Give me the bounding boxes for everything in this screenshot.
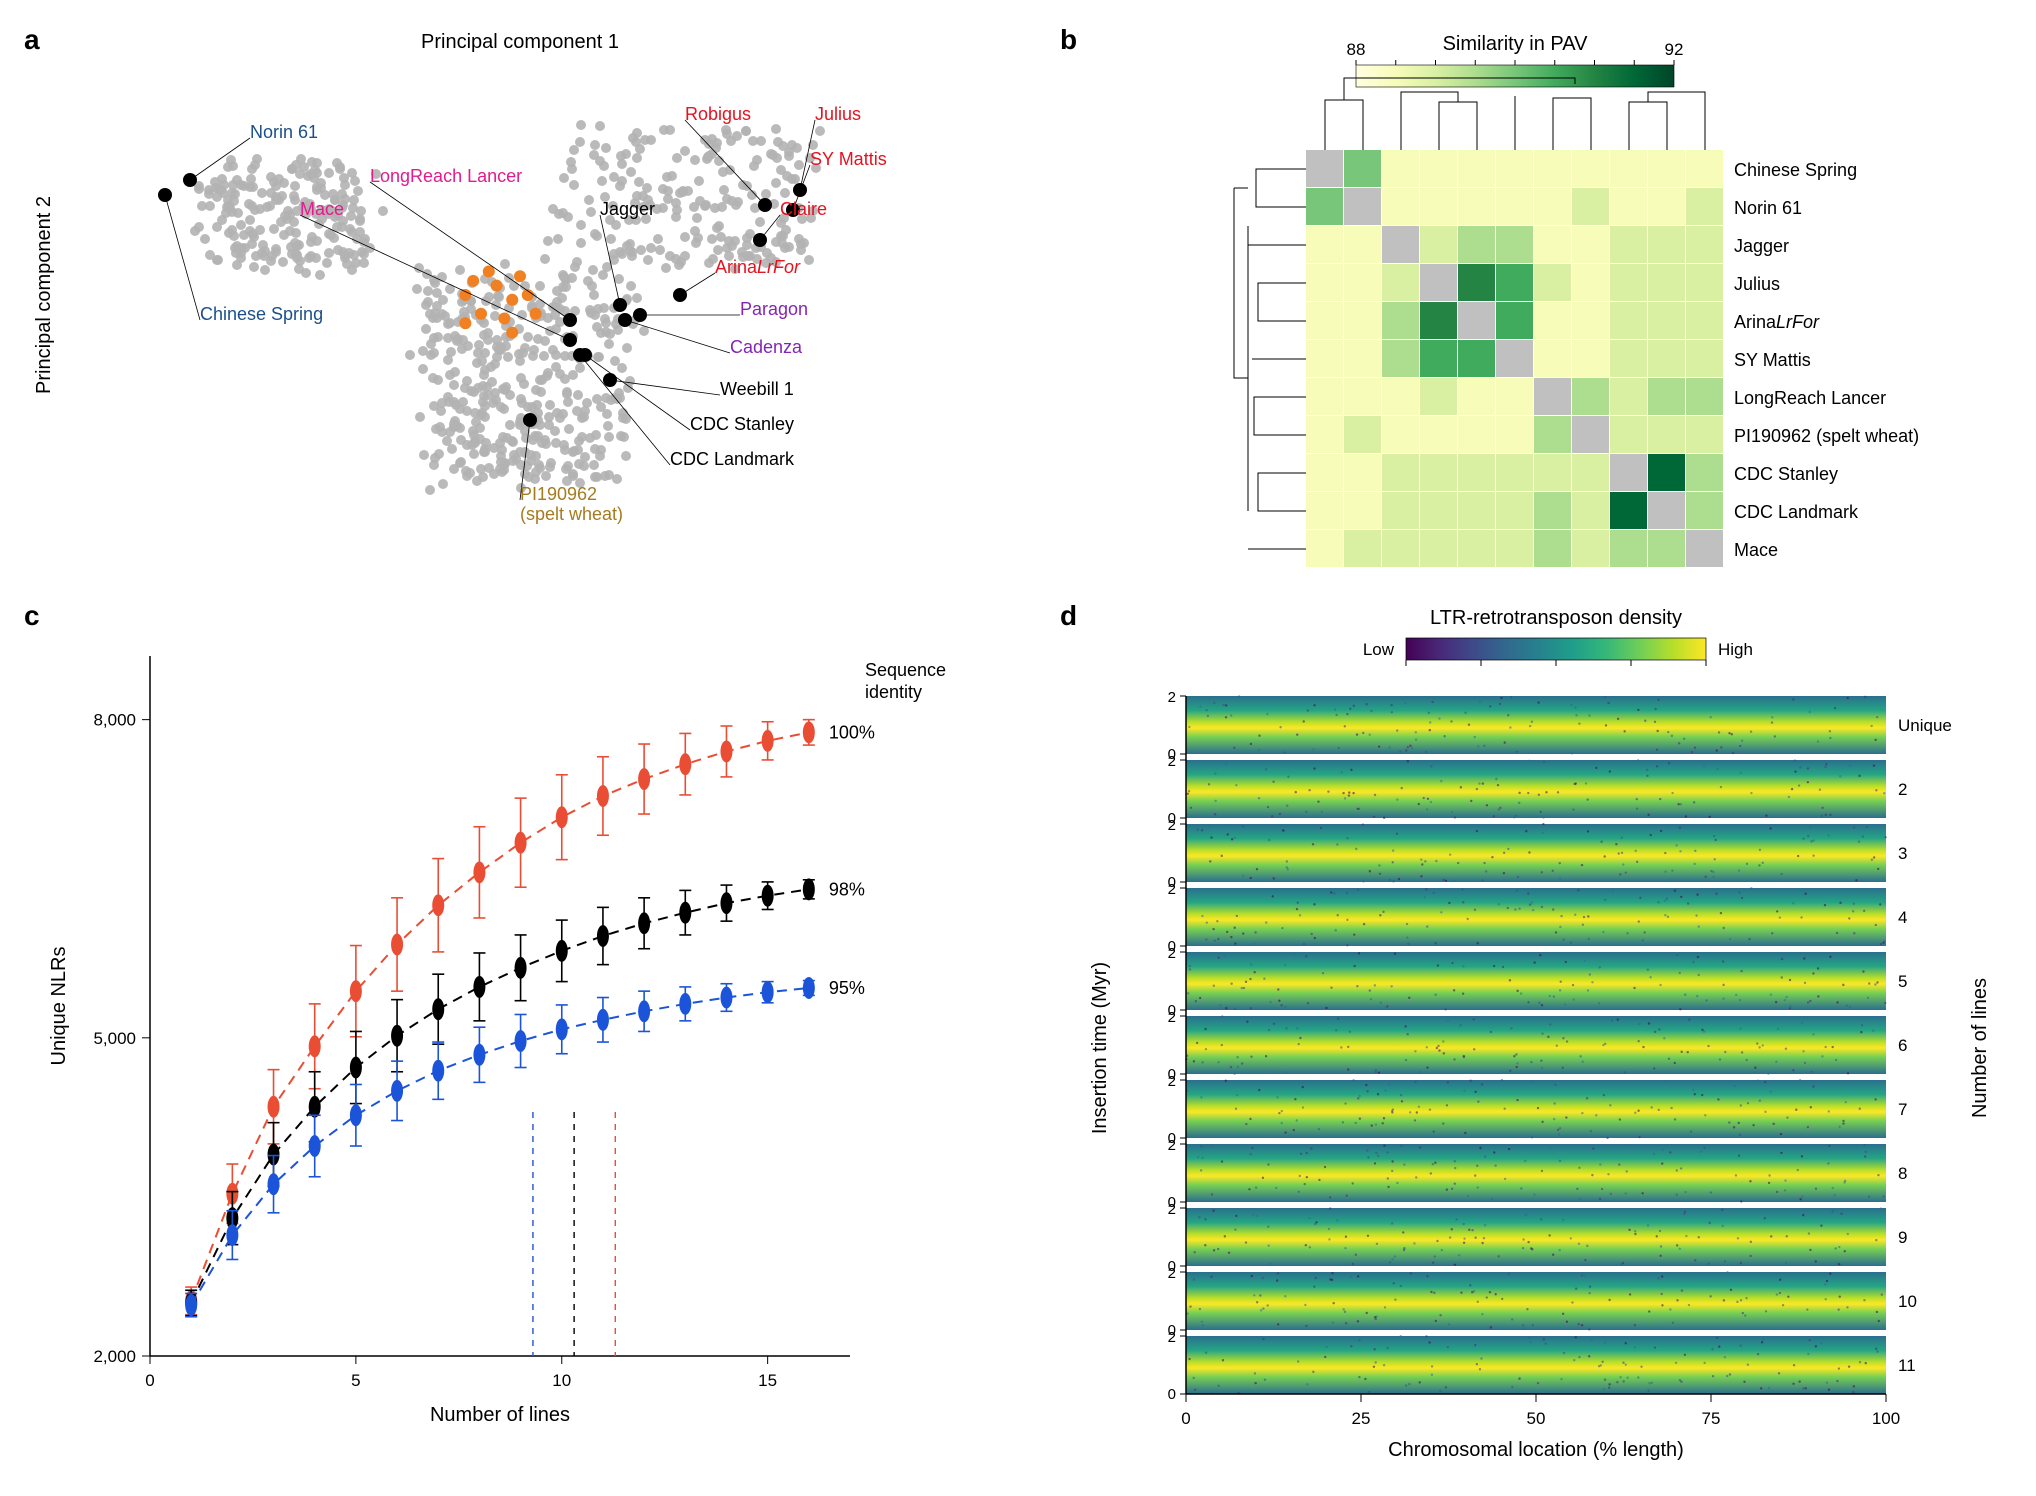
svg-text:9: 9 [1898,1228,1907,1247]
svg-text:2: 2 [1168,1265,1176,1282]
svg-text:25: 25 [1352,1409,1371,1428]
panel-b-label: b [1060,24,1077,56]
svg-text:95%: 95% [829,978,865,998]
svg-text:100%: 100% [829,722,875,742]
panel-a-label: a [24,24,40,56]
svg-text:2: 2 [1168,1329,1176,1346]
svg-text:Chromosomal location (% length: Chromosomal location (% length) [1388,1439,1684,1461]
svg-text:Jagger: Jagger [1734,236,1789,256]
svg-text:Cadenza: Cadenza [730,337,803,357]
svg-text:Jagger: Jagger [600,199,655,219]
svg-text:0: 0 [1168,1386,1176,1403]
svg-text:4: 4 [1898,908,1907,927]
svg-text:High: High [1718,640,1753,659]
svg-text:Norin 61: Norin 61 [1734,198,1802,218]
svg-text:50: 50 [1527,1409,1546,1428]
svg-text:CDC Landmark: CDC Landmark [1734,502,1859,522]
svg-text:Robigus: Robigus [685,104,751,124]
svg-text:Norin 61: Norin 61 [250,122,318,142]
svg-text:2: 2 [1168,1137,1176,1154]
svg-text:CDC Stanley: CDC Stanley [690,414,794,434]
svg-text:LongReach Lancer: LongReach Lancer [370,166,522,186]
svg-text:2: 2 [1168,945,1176,962]
svg-text:Principal component 1: Principal component 1 [421,31,619,53]
svg-text:identity: identity [865,682,922,702]
svg-text:75: 75 [1702,1409,1721,1428]
svg-text:PI190962: PI190962 [520,484,597,504]
svg-text:Unique: Unique [1898,716,1952,735]
svg-text:6: 6 [1898,1036,1907,1055]
panel-b: b Similarity in PAV 88 92 Chinese Spring Nor… [1056,20,2036,580]
svg-text:10: 10 [1898,1292,1917,1311]
svg-text:5,000: 5,000 [93,1029,136,1048]
panel-c-label: c [24,600,40,632]
svg-text:5: 5 [351,1371,360,1390]
svg-text:100: 100 [1872,1409,1900,1428]
svg-text:2: 2 [1168,1009,1176,1026]
svg-text:10: 10 [552,1371,571,1390]
svg-text:2: 2 [1168,1073,1176,1090]
svg-text:Insertion time (Myr): Insertion time (Myr) [1089,962,1111,1134]
panel-c-svg: 0 5 10 15 2,000 5,000 8,000 Number of lines Uniq… [20,596,1040,1476]
svg-text:Sequence: Sequence [865,660,946,680]
svg-text:Similarity in PAV: Similarity in PAV [1443,33,1589,55]
svg-text:Unique NLRs: Unique NLRs [48,947,70,1066]
svg-text:15: 15 [758,1371,777,1390]
svg-text:Chinese Spring: Chinese Spring [200,304,323,324]
svg-text:2: 2 [1168,1201,1176,1218]
svg-text:11: 11 [1898,1356,1916,1375]
svg-text:Paragon: Paragon [740,299,808,319]
panel-d-svg: LTR-retrotransposon density Low High 0 2 Uniq… [1056,596,2036,1476]
svg-text:8,000: 8,000 [93,711,136,730]
svg-text:Principal component 2: Principal component 2 [33,196,55,394]
svg-text:Mace: Mace [300,199,344,219]
svg-text:2: 2 [1168,689,1176,706]
panel-a: a Principal component 1Principal compone… [20,20,1040,580]
svg-text:Julius: Julius [815,104,861,124]
svg-text:0: 0 [145,1371,154,1390]
svg-text:ArinaLrFor: ArinaLrFor [1734,312,1820,332]
figure-grid: a Principal component 1Principal compone… [20,20,2016,1476]
panel-c: c 0 5 10 15 2,000 5,000 8,000 Number of lines Un… [20,596,1040,1476]
svg-text:2: 2 [1168,753,1176,770]
svg-text:SY Mattis: SY Mattis [810,149,887,169]
svg-text:Chinese Spring: Chinese Spring [1734,160,1857,180]
svg-text:LongReach Lancer: LongReach Lancer [1734,388,1886,408]
svg-text:Number of lines: Number of lines [430,1404,570,1426]
svg-text:7: 7 [1898,1100,1907,1119]
svg-text:2: 2 [1168,817,1176,834]
svg-text:2: 2 [1898,780,1907,799]
svg-text:5: 5 [1898,972,1907,991]
svg-text:PI190962 (spelt wheat): PI190962 (spelt wheat) [1734,426,1919,446]
svg-text:88: 88 [1347,40,1366,59]
svg-text:2,000: 2,000 [93,1347,136,1366]
svg-text:92: 92 [1665,40,1684,59]
svg-text:Mace: Mace [1734,540,1778,560]
svg-text:CDC Stanley: CDC Stanley [1734,464,1838,484]
svg-text:0: 0 [1181,1409,1190,1428]
panel-d-label: d [1060,600,1077,632]
panel-d: d LTR-retrotransposon density Low High 0 2 Un… [1056,596,2036,1476]
svg-text:Claire: Claire [780,199,827,219]
panel-b-svg: Similarity in PAV 88 92 Chinese Spring Norin… [1056,20,2036,580]
svg-text:8: 8 [1898,1164,1907,1183]
svg-text:SY Mattis: SY Mattis [1734,350,1811,370]
svg-text:Julius: Julius [1734,274,1780,294]
svg-text:LTR-retrotransposon density: LTR-retrotransposon density [1430,607,1682,629]
svg-text:Low: Low [1363,640,1395,659]
svg-text:98%: 98% [829,879,865,899]
svg-text:3: 3 [1898,844,1907,863]
svg-text:Weebill 1: Weebill 1 [720,379,794,399]
svg-text:2: 2 [1168,881,1176,898]
svg-text:Number of lines: Number of lines [1969,978,1991,1118]
panel-a-svg: Principal component 1 Principal component… [20,20,1040,580]
svg-text:(spelt wheat): (spelt wheat) [520,504,623,524]
svg-text:CDC Landmark: CDC Landmark [670,449,795,469]
svg-text:ArinaLrFor: ArinaLrFor [715,257,801,277]
